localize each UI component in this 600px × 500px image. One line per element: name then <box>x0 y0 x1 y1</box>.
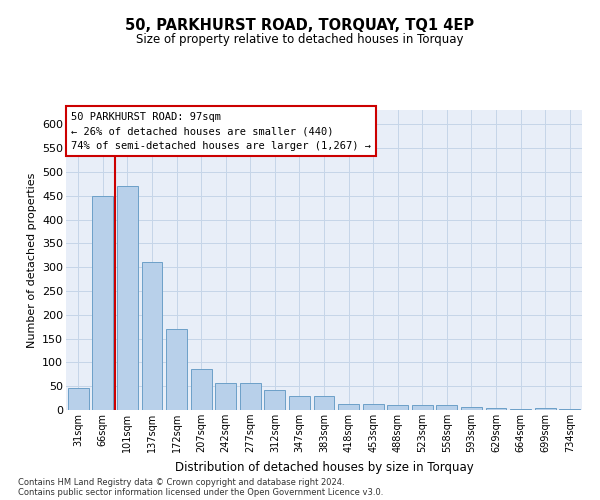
Bar <box>289 396 310 410</box>
Bar <box>166 329 187 410</box>
Text: Contains public sector information licensed under the Open Government Licence v3: Contains public sector information licen… <box>18 488 383 497</box>
Bar <box>117 186 138 410</box>
Text: Contains HM Land Registry data © Crown copyright and database right 2024.: Contains HM Land Registry data © Crown c… <box>18 478 344 487</box>
Bar <box>362 404 383 410</box>
Y-axis label: Number of detached properties: Number of detached properties <box>26 172 37 348</box>
Bar <box>461 406 482 410</box>
Bar <box>485 408 506 410</box>
Bar <box>92 196 113 410</box>
Bar <box>191 368 212 410</box>
X-axis label: Distribution of detached houses by size in Torquay: Distribution of detached houses by size … <box>175 460 473 473</box>
Bar <box>314 396 334 410</box>
Text: Size of property relative to detached houses in Torquay: Size of property relative to detached ho… <box>136 32 464 46</box>
Bar <box>142 262 163 410</box>
Bar <box>240 383 261 410</box>
Bar <box>215 383 236 410</box>
Bar <box>436 405 457 410</box>
Bar <box>338 404 359 410</box>
Text: 50 PARKHURST ROAD: 97sqm
← 26% of detached houses are smaller (440)
74% of semi-: 50 PARKHURST ROAD: 97sqm ← 26% of detach… <box>71 112 371 151</box>
Bar <box>387 405 408 410</box>
Bar <box>559 408 580 410</box>
Bar <box>510 409 531 410</box>
Bar <box>265 390 286 410</box>
Bar <box>412 405 433 410</box>
Bar <box>68 388 89 410</box>
Bar <box>535 408 556 410</box>
Text: 50, PARKHURST ROAD, TORQUAY, TQ1 4EP: 50, PARKHURST ROAD, TORQUAY, TQ1 4EP <box>125 18 475 32</box>
